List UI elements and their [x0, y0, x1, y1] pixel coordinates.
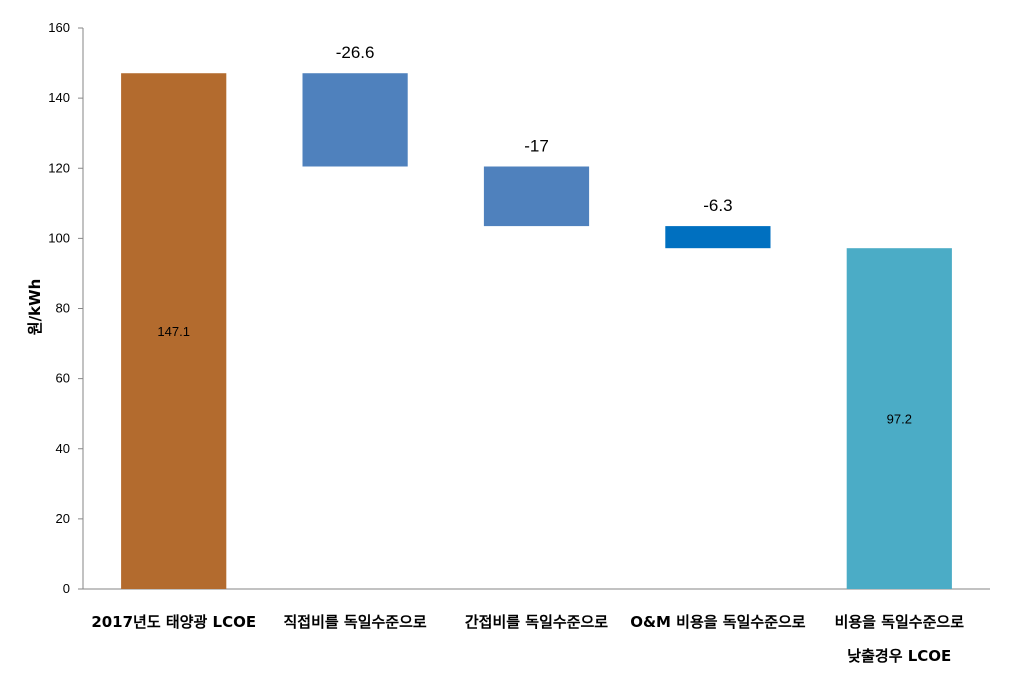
x-tick-label: O&M 비용을 독일수준으로 [630, 613, 806, 631]
delta-bar [302, 73, 408, 167]
bar-labels: 147.1 -26.6 -17 -6.3 97.2 [157, 43, 912, 426]
bar-value-label: -17 [524, 136, 549, 155]
x-tick-label: 간접비를 독일수준으로 [465, 613, 608, 631]
x-tick-labels: 2017년도 태양광 LCOE 직접비를 독일수준으로 간접비를 독일수준으로 O&M… [91, 613, 964, 665]
y-tick-labels: 0 20 40 60 80 100 120 140 160 [48, 20, 70, 596]
x-tick-label: 비용을 독일수준으로 [835, 613, 965, 631]
y-tick-label: 80 [56, 301, 70, 316]
y-tick-label: 60 [56, 371, 70, 386]
x-tick-label: 직접비를 독일수준으로 [283, 613, 426, 631]
delta-bar [665, 226, 771, 249]
bars [121, 73, 952, 590]
delta-bar [483, 166, 590, 227]
bar-value-label: 147.1 [157, 324, 190, 339]
y-axis-title: 원/kWh [26, 279, 44, 335]
y-tick-label: 20 [56, 511, 70, 526]
y-tick-label: 160 [48, 20, 70, 35]
y-tick-label: 40 [56, 441, 70, 456]
bar-value-label: 97.2 [887, 412, 912, 427]
bar-value-label: -6.3 [703, 196, 732, 215]
y-tick-label: 120 [48, 160, 70, 175]
x-tick-label: 2017년도 태양광 LCOE [91, 613, 256, 631]
y-tick-label: 140 [48, 90, 70, 105]
y-tick-label: 0 [63, 581, 70, 596]
total-bar [846, 248, 952, 589]
bar-value-label: -26.6 [336, 43, 375, 62]
axes [78, 27, 990, 590]
y-tick-label: 100 [48, 230, 70, 245]
total-bar [121, 73, 227, 590]
x-tick-label: 낮출경우 LCOE [847, 647, 951, 665]
